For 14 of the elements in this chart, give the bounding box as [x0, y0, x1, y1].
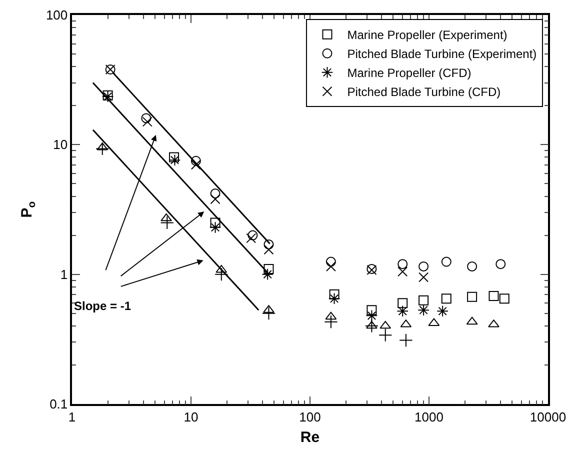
- legend-label: Pitched Blade Turbine (CFD): [347, 85, 501, 100]
- x-tick-label: 10: [184, 409, 198, 424]
- legend-label: Marine Propeller (Experiment): [347, 28, 508, 42]
- x-tick-label: 1000: [414, 409, 444, 424]
- y-tick-label: 10: [53, 137, 68, 152]
- annotation: Slope = -1: [74, 299, 132, 313]
- legend-label: Pitched Blade Turbine (Experiment): [347, 47, 537, 62]
- y-tick-label: 0.1: [50, 396, 68, 412]
- x-axis-title: Re: [300, 428, 320, 446]
- y-tick-label: 100: [46, 8, 68, 23]
- x-tick-label: 10000: [530, 409, 566, 424]
- x-tick-label: 100: [299, 409, 321, 424]
- legend-label: Marine Propeller (CFD): [347, 66, 472, 80]
- y-tick-label: 1: [60, 266, 68, 282]
